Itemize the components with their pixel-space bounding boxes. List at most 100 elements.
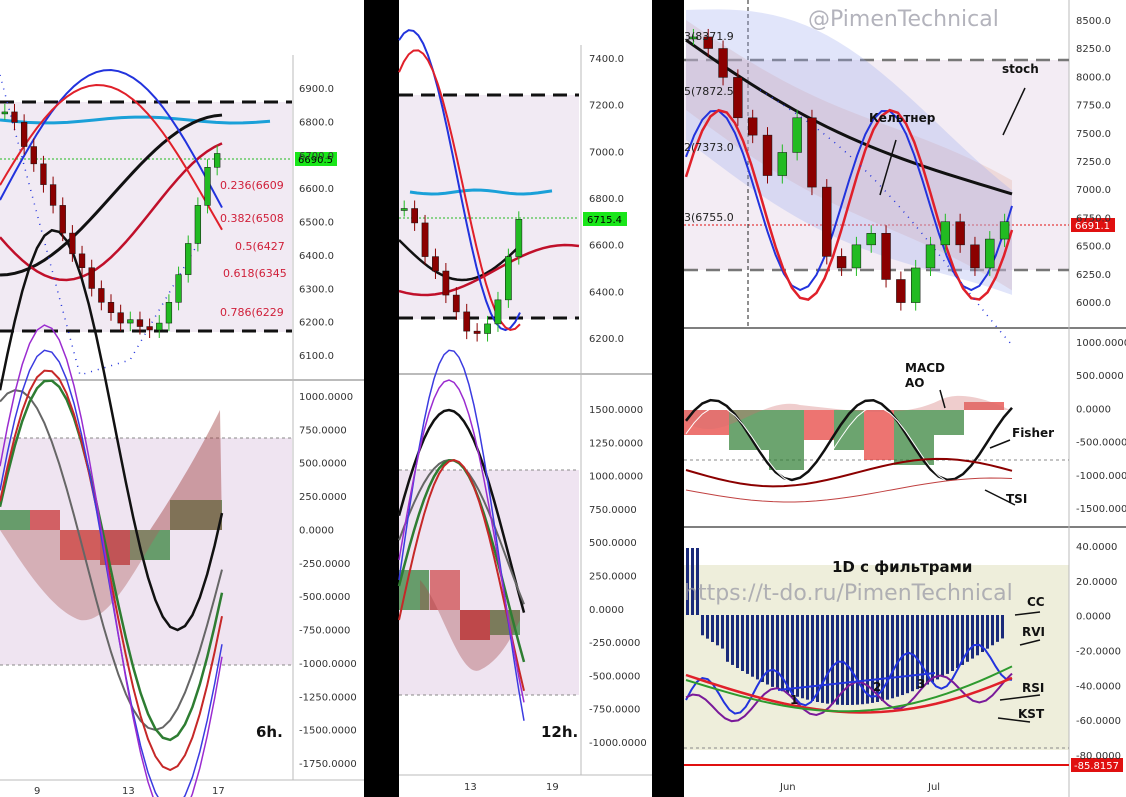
p1-price-tick-5: 6400.0	[299, 251, 334, 262]
p1-psar	[0, 74, 201, 376]
ann-rvi: RVI	[1022, 625, 1045, 639]
p1-candle-15	[146, 326, 153, 331]
ann-kst: KST	[1018, 707, 1045, 721]
p3-filter-bar-26	[816, 615, 819, 702]
p3-candle-11	[851, 244, 862, 269]
p3-filter-bar-5	[711, 615, 714, 643]
pointer-line-0	[879, 139, 897, 196]
p3-filter-bar-15	[761, 615, 764, 683]
p1-date-1: 13	[122, 786, 135, 797]
p3-filter-bar-55	[961, 615, 964, 665]
p3-candle-10	[836, 256, 847, 269]
p3-price-tick-0: 8500.0	[1076, 16, 1111, 27]
p3-candle-21	[999, 221, 1010, 240]
p3-macd-tick-2: 0.0000	[1076, 404, 1111, 415]
p1-price-tag-box	[295, 152, 337, 166]
p3-price-tick-5: 7250.0	[1076, 157, 1111, 168]
p1-price-tick-6: 6300.0	[299, 284, 334, 295]
p3-filt-tick-2: 0.0000	[1076, 612, 1111, 623]
p3-filter-bar-59	[981, 615, 984, 653]
p2-ma-black	[398, 239, 521, 282]
p3-candle-6	[777, 152, 788, 176]
p3-filter-bar-30	[836, 615, 839, 705]
p1-osc-tick-6: -500.0000	[299, 592, 350, 603]
p3-price-tick-4: 7500.0	[1076, 129, 1111, 140]
p3-filter-bar-8	[726, 615, 729, 662]
ann-macd: MACD	[905, 361, 945, 375]
p1-candle-2	[20, 122, 28, 147]
p3-candle-20	[985, 238, 995, 269]
p1-candle-5	[49, 184, 57, 206]
wave-label-1: 2	[873, 680, 881, 694]
p2-candle-9	[494, 299, 502, 325]
p3-filter-bar-4	[706, 615, 709, 639]
p3-rsi-purple	[685, 672, 1013, 723]
p3-macd-tick-5: -1500.0000	[1076, 504, 1126, 515]
p2-candle-10	[505, 256, 512, 301]
p1-candle-11	[107, 302, 115, 313]
p3-filter-bar-57	[971, 615, 974, 659]
p3-filt-tick-6: -80.0000	[1076, 751, 1121, 762]
p3-filter-bar-32	[846, 615, 849, 705]
p3-filter-bar-22	[796, 615, 799, 697]
p3-date-1: Jul	[927, 782, 940, 793]
p1-price-tag: 6690.5	[298, 155, 333, 166]
p3-rvi-blue	[685, 643, 1013, 715]
p2-date-1: 19	[546, 782, 559, 793]
p1-candle-10	[98, 288, 105, 303]
p3-filter-bar-2	[696, 548, 699, 615]
p1-price-tick-8: 6100.0	[299, 351, 334, 362]
p3-candle-3	[733, 77, 743, 119]
axis-labels: 6900.0 6800.0 6700.0 6600.0 6500.0 6400.0 6300…	[34, 16, 1126, 797]
candles	[1, 28, 1010, 342]
p1-fib-label-4: 0.786(6229	[220, 306, 284, 319]
p3-price-tick-6: 7000.0	[1076, 185, 1111, 196]
p2-stoch-blue	[398, 29, 521, 332]
p2-osc-tick-10: -1000.0000	[589, 738, 647, 749]
p1-stoch-blue	[0, 69, 223, 209]
p3-filter-bar-6	[716, 615, 719, 646]
p2-candle-7	[473, 330, 481, 334]
p3-filter-bar-39	[881, 615, 884, 701]
p2-price-tag-box	[583, 212, 627, 226]
p3-filter-bar-35	[861, 615, 864, 705]
p2-osc-tick-9: -750.0000	[589, 705, 640, 716]
p2-candle-3	[432, 256, 439, 272]
p3-filter-bar-7	[721, 615, 724, 649]
p2-osc-tick-4: 500.0000	[589, 538, 637, 549]
p3-filter-bar-12	[746, 615, 749, 674]
p1-fib-label-2: 0.5(6427	[235, 240, 285, 253]
p3-price-tick-2: 8000.0	[1076, 72, 1111, 83]
p3-filter-bar-61	[991, 615, 994, 646]
p3-filt-tick-0: 40.0000	[1076, 542, 1117, 553]
p1-osc-red	[0, 369, 223, 772]
p3-filter-bar-40	[886, 615, 889, 700]
p3-filter-bar-25	[811, 615, 814, 701]
pointer-line-4	[984, 489, 1016, 506]
p2-candle-6	[463, 311, 471, 332]
p3-filter-bar-37	[871, 615, 874, 703]
p2-price-tick-5: 6400.0	[589, 287, 624, 298]
p1-osc-purple	[0, 324, 223, 797]
p3-price-tick-10: 6000.0	[1076, 298, 1111, 309]
p3-candle-2	[718, 48, 728, 78]
pointer-line-2	[939, 389, 946, 409]
p3-filter-bar-54	[956, 615, 959, 668]
p3-fib-label-2: 2(7373.0	[684, 141, 734, 154]
pointer-line-7	[999, 694, 1041, 701]
p3-candle-4	[747, 117, 758, 136]
p3-filter-bar-42	[896, 615, 899, 697]
p1-osc-tick-11: -1750.0000	[299, 759, 357, 770]
pointer-line-3	[989, 439, 1011, 449]
p3-price-tick-9: 6250.0	[1076, 270, 1111, 281]
p1-osc-green	[0, 379, 224, 742]
p3-price-tag: 6691.1	[1075, 221, 1110, 232]
p1-date-0: 9	[34, 786, 40, 797]
p2-osc-red	[398, 458, 525, 692]
p3-filter-bar-49	[931, 615, 934, 683]
p3-filter-bar-10	[736, 615, 739, 668]
p1-price-tick-0: 6900.0	[299, 84, 334, 95]
p3-filter-bar-21	[791, 615, 794, 696]
p2-price-tag: 6715.4	[587, 215, 622, 226]
